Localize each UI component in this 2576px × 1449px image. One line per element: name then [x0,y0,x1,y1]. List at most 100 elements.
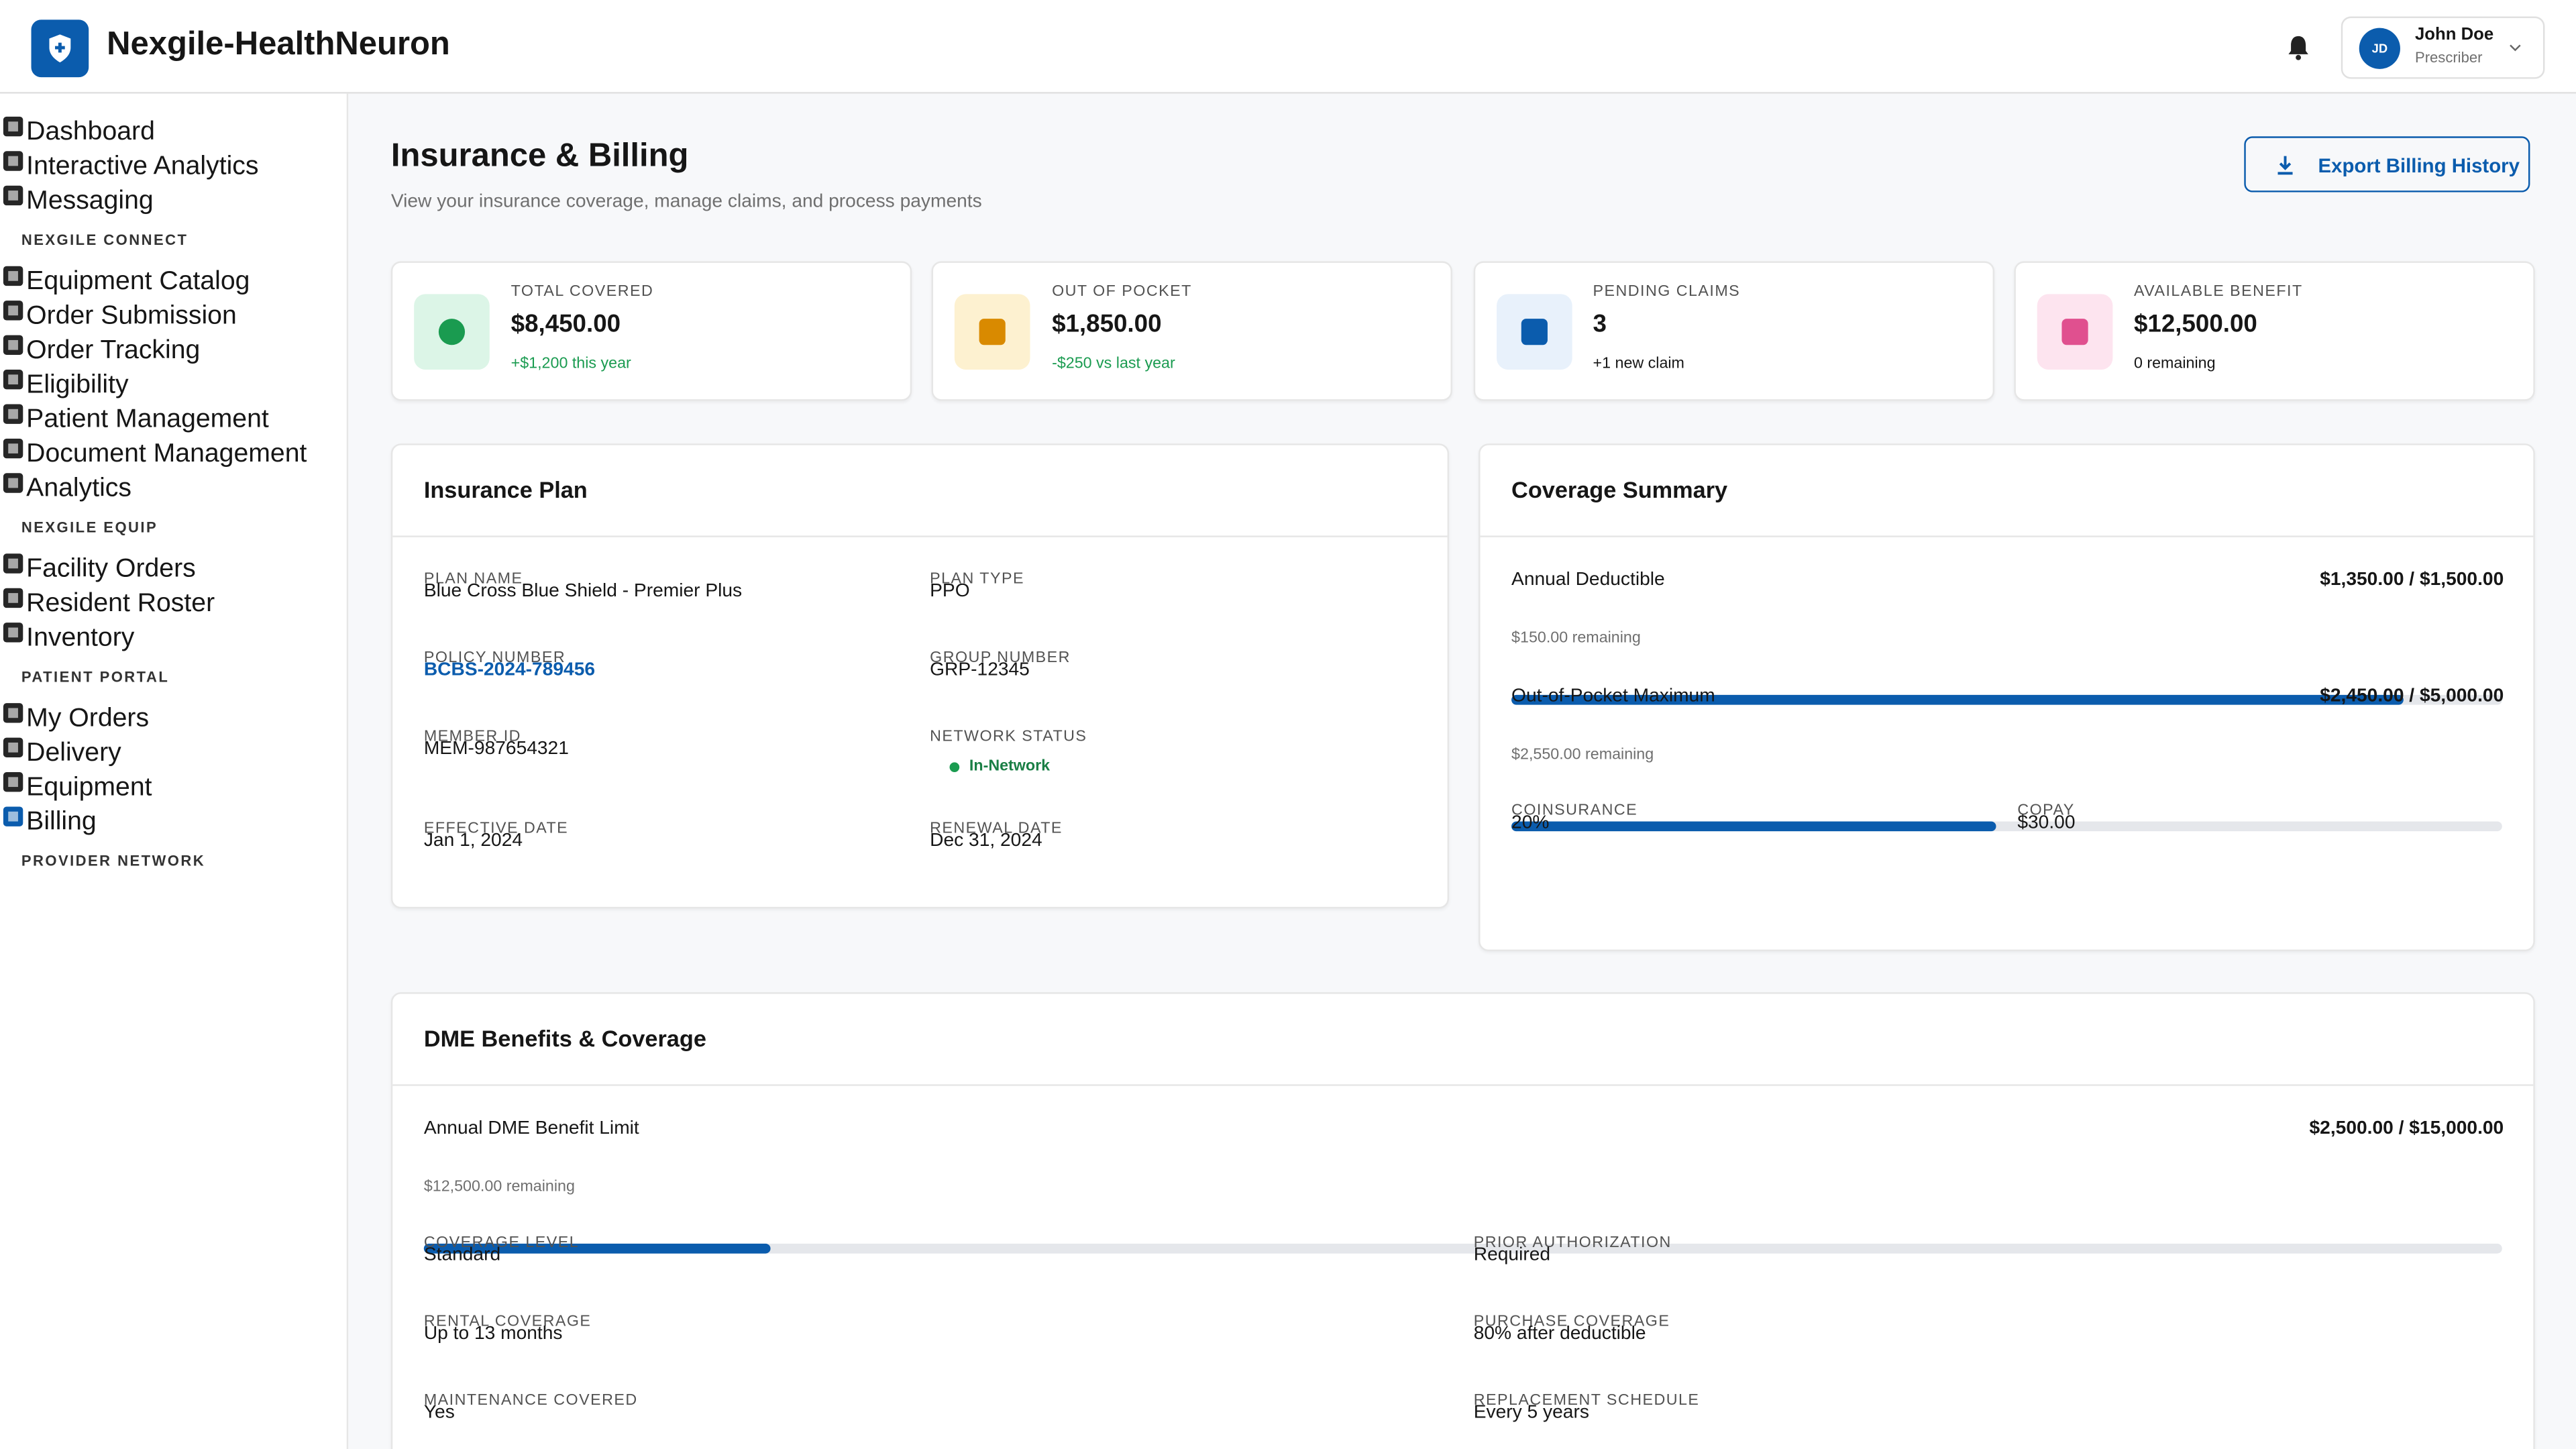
nav-label: Delivery [26,739,121,767]
nav-label: Messaging [26,187,153,215]
logo[interactable] [32,19,89,77]
nav-item[interactable]: Analytics [0,470,347,504]
sidebar: DashboardInteractive AnalyticsMessagingN… [0,94,348,1449]
stat-card: AVAILABLE BENEFIT$12,500.000 remaining [2014,261,2534,400]
nav-item[interactable]: Document Management [0,435,347,470]
nav-label: My Orders [26,705,149,733]
nav-icon [0,700,26,726]
nav-icon [0,470,26,496]
nav-item[interactable]: Equipment Catalog [0,263,347,297]
nav-label: Document Management [26,440,307,468]
stat-note: +1 new claim [1593,355,1684,373]
nav-label: Inventory [26,625,134,653]
nav-label: Dashboard [26,118,155,146]
field-value: PPO [930,582,970,601]
nav-item[interactable]: My Orders [0,700,347,734]
stat-value: $1,850.00 [1052,311,1161,339]
nav-item[interactable]: Messaging [0,182,347,217]
nav-item[interactable]: Dashboard [0,113,347,148]
stat-glyph [2061,319,2088,345]
bar-label: Annual Deductible [1511,570,1665,590]
nav-icon [0,113,26,140]
nav-icon [0,769,26,795]
field-value: MEM-987654321 [424,739,569,759]
top-bar: Nexgile-HealthNeuron JD John Doe Prescri… [0,0,2576,94]
nav-item[interactable]: Delivery [0,735,347,769]
user-name: John Doe [2415,25,2493,44]
nav-label: Order Tracking [26,337,200,365]
nav-icon [0,182,26,209]
nav-item[interactable]: Billing [0,804,347,838]
bar-label: Out-of-Pocket Maximum [1511,687,1715,706]
stat-glyph [979,319,1006,345]
bar-amount: $2,450.00 / $5,000.00 [2320,687,2504,706]
notifications-button[interactable] [2280,30,2316,66]
nav-icon [0,148,26,174]
user-menu[interactable]: JD John Doe Prescriber [2341,16,2545,78]
field-value: Every 5 years [1474,1403,1589,1422]
logo-icon [32,19,89,77]
nav-item[interactable]: Eligibility [0,366,347,400]
progress-track [424,1244,2502,1254]
nav-list: DashboardInteractive AnalyticsMessagingN… [0,94,347,884]
nav-icon [0,263,26,289]
nav-icon [0,401,26,427]
stat-value: $12,500.00 [2134,311,2257,339]
field-value: Yes [424,1403,455,1422]
stat-label: TOTAL COVERED [511,282,654,301]
field-value: Blue Cross Blue Shield - Premier Plus [424,582,742,601]
download-icon [2275,154,2295,176]
bar-remaining: $150.00 remaining [1511,629,1641,647]
card-title: Coverage Summary [1481,445,2534,537]
bar-amount: $1,350.00 / $1,500.00 [2320,570,2504,590]
stat-icon [414,294,490,370]
bar-remaining: $2,550.00 remaining [1511,746,1654,764]
field-value: Dec 31, 2024 [930,831,1042,851]
card-title: DME Benefits & Coverage [392,994,2533,1086]
nav-icon [0,550,26,576]
nav-icon [0,585,26,611]
bar-label: Annual DME Benefit Limit [424,1119,639,1138]
bar-amount: $2,500.00 / $15,000.00 [2310,1119,2504,1138]
coverage-summary-card: Coverage Summary Annual Deductible $1,350… [1479,443,2535,951]
export-button[interactable]: Export Billing History [2244,136,2530,192]
nav-item[interactable]: Inventory [0,619,347,653]
chevron [2507,40,2523,56]
nav-item[interactable]: Patient Management [0,401,347,435]
stat-label: OUT OF POCKET [1052,282,1192,301]
nav-item[interactable]: Interactive Analytics [0,148,347,182]
stat-card: TOTAL COVERED$8,450.00+$1,200 this year [391,261,912,400]
page-title: Insurance & Billing [391,138,689,176]
nav-label: Interactive Analytics [26,153,258,181]
nav-section-title: PROVIDER NETWORK [21,838,347,884]
card-title: Insurance Plan [392,445,1447,537]
stat-glyph [1521,319,1547,345]
status-badge: In-Network [950,757,1051,775]
policy-link[interactable]: BCBS-2024-789456 [424,660,595,680]
status-text: In-Network [969,757,1050,775]
field-value: Jan 1, 2024 [424,831,523,851]
nav-icon [0,804,26,830]
field-value: Up to 13 months [424,1324,563,1344]
stat-note: -$250 vs last year [1052,355,1175,373]
field-value: Required [1474,1245,1550,1265]
nav-icon [0,332,26,358]
nav-item[interactable]: Equipment [0,769,347,803]
nav-label: Eligibility [26,371,128,399]
dme-body: Annual DME Benefit Limit$2,500.00 / $15,… [392,1086,2533,1096]
nav-item[interactable]: Resident Roster [0,585,347,619]
user-role: Prescriber [2415,49,2482,65]
field-value: Standard [424,1245,500,1265]
stat-card: OUT OF POCKET $1,850.00 -$250 vs last year [932,261,1452,400]
nav-item[interactable]: Order Tracking [0,332,347,366]
nav-item[interactable]: Order Submission [0,297,347,331]
stat-note: +$1,200 this year [511,355,631,373]
nav-label: Resident Roster [26,590,215,618]
nav-label: Facility Orders [26,555,196,584]
field-value: 80% after deductible [1474,1324,1646,1344]
nav-label: Patient Management [26,406,269,434]
nav-item[interactable]: Facility Orders [0,550,347,584]
nav-label: Equipment Catalog [26,268,250,296]
